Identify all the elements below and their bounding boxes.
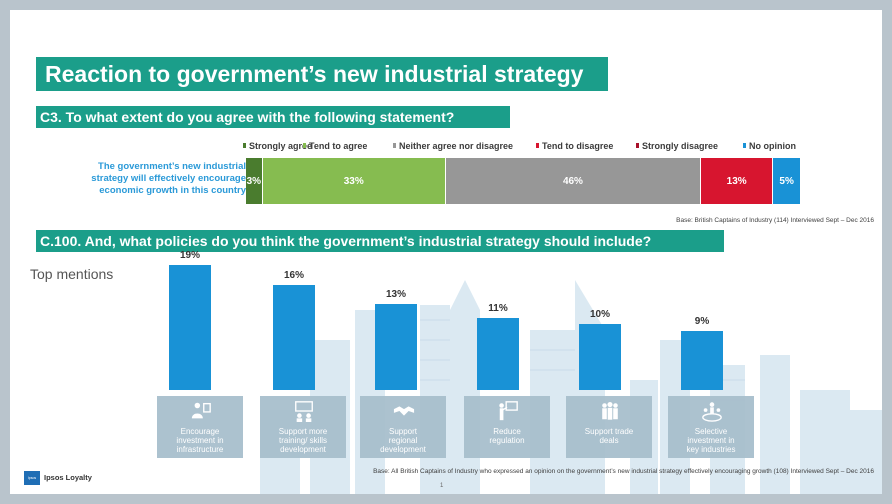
legend-label: Strongly agree [249, 141, 313, 151]
policy-bar [273, 284, 315, 390]
agreement-stacked-bar: 3% 33% 46% 13% 5% [246, 158, 801, 204]
group-icon [599, 400, 621, 422]
category-label-line: key industries [686, 445, 736, 454]
question-c3-heading: C3. To what extent do you agree with the… [36, 106, 510, 128]
policy-bar [681, 330, 723, 390]
category-label-line: regional [388, 436, 418, 445]
question-c100-heading: C.100. And, what policies do you think t… [36, 230, 724, 252]
legend-item: Neither agree nor disagree [393, 140, 513, 152]
segment-value-label: 3% [246, 175, 262, 187]
policy-category-label: Support trade deals [566, 427, 652, 445]
policy-category-label: Support more training/ skills development [260, 427, 346, 454]
legend-item: Strongly disagree [636, 140, 718, 152]
policy-bar [477, 317, 519, 390]
training-icon [293, 400, 315, 422]
policy-category-box: Support trade deals [566, 396, 652, 458]
stacked-segment: 13% [701, 158, 773, 204]
legend-item: Tend to agree [303, 140, 367, 152]
bar-value-label: 10% [589, 309, 610, 321]
category-label-line: investment in [687, 436, 735, 445]
ipsos-logo: Ipsos [24, 471, 40, 485]
category-label-line: development [280, 445, 326, 454]
statement-line: economic growth in this country [99, 185, 246, 196]
segment-value-label: 33% [343, 175, 364, 187]
stacked-segment: 33% [262, 158, 445, 204]
category-label-line: Support more [278, 427, 328, 436]
top-mentions-label: Top mentions [30, 266, 114, 282]
handshake-icon [393, 400, 415, 422]
category-label-line: deals [599, 436, 619, 445]
category-label-line: investment in [176, 436, 224, 445]
legend-label: Tend to agree [309, 141, 368, 151]
base-note-c3: Base: British Captains of Industry (114)… [676, 217, 874, 224]
page-title: Reaction to government’s new industrial … [36, 57, 608, 91]
legend-item: Strongly agree [243, 140, 312, 152]
legend-item: Tend to disagree [536, 140, 613, 152]
statement-label: The government’s new industrial strategy… [62, 161, 246, 197]
bar-value-label: 11% [488, 302, 508, 314]
bar-value-label: 13% [385, 289, 406, 301]
bar-value-label: 19% [179, 250, 200, 261]
stacked-chart-legend: Strongly agree Tend to agree Neither agree… [243, 140, 803, 154]
legend-swatch [636, 143, 639, 148]
category-label-line: Support [388, 427, 418, 436]
legend-label: Tend to disagree [542, 141, 614, 151]
policy-category-box: Selective investment in key industries [668, 396, 754, 458]
legend-label: Neither agree nor disagree [399, 141, 514, 151]
policy-category-label: Support regional development [360, 427, 446, 454]
category-label-line: Selective [694, 427, 728, 436]
person-presentation-icon [190, 400, 212, 422]
category-label-line: development [380, 445, 426, 454]
category-label-line: Support trade [584, 427, 634, 436]
segment-value-label: 5% [779, 175, 794, 187]
bar-value-label: 16% [283, 269, 304, 281]
legend-label: No opinion [749, 141, 796, 151]
ipsos-loyalty-wordmark: Ipsos Loyalty [44, 473, 92, 482]
legend-swatch [303, 143, 306, 148]
stacked-segment: 5% [773, 158, 800, 204]
stacked-segment: 46% [445, 158, 701, 204]
category-label-line: infrastructure [176, 445, 224, 454]
legend-swatch [243, 143, 246, 148]
policy-category-label: Reduce regulation [464, 427, 550, 445]
statement-line: The government’s new industrial [98, 161, 246, 172]
category-label-line: regulation [489, 436, 525, 445]
statement-line: strategy will effectively encourage [91, 173, 246, 184]
legend-swatch [393, 143, 396, 148]
stacked-segment: 3% [246, 158, 262, 204]
legend-item: No opinion [743, 140, 796, 152]
base-note-c100: Base: All British Captains of Industry w… [373, 468, 874, 475]
category-label-line: Reduce [493, 427, 521, 436]
policy-category-box: Reduce regulation [464, 396, 550, 458]
policy-category-box: Support regional development [360, 396, 446, 458]
legend-swatch [743, 143, 746, 148]
segment-value-label: 13% [726, 175, 747, 187]
policy-bar [579, 324, 621, 390]
bar-value-label: 9% [694, 315, 710, 327]
policy-bar-chart: 19% Encourage investment in infrastructure 1… [10, 10, 882, 494]
legend-label: Strongly disagree [642, 141, 719, 151]
policy-category-label: Selective investment in key industries [668, 427, 754, 454]
category-label-line: training/ skills [278, 436, 327, 445]
category-label-line: Encourage [180, 427, 220, 436]
policy-category-label: Encourage investment in infrastructure [157, 427, 243, 454]
slide: Reaction to government’s new industrial … [10, 10, 882, 494]
people-globe-icon [701, 400, 723, 422]
policy-category-box: Support more training/ skills development [260, 396, 346, 458]
legend-swatch [536, 143, 539, 148]
policy-category-box: Encourage investment in infrastructure [157, 396, 243, 458]
policy-bar [375, 304, 417, 390]
presenter-board-icon [497, 400, 519, 422]
policy-bar [169, 265, 211, 390]
segment-value-label: 46% [562, 175, 583, 187]
page-number: 1 [440, 483, 444, 489]
